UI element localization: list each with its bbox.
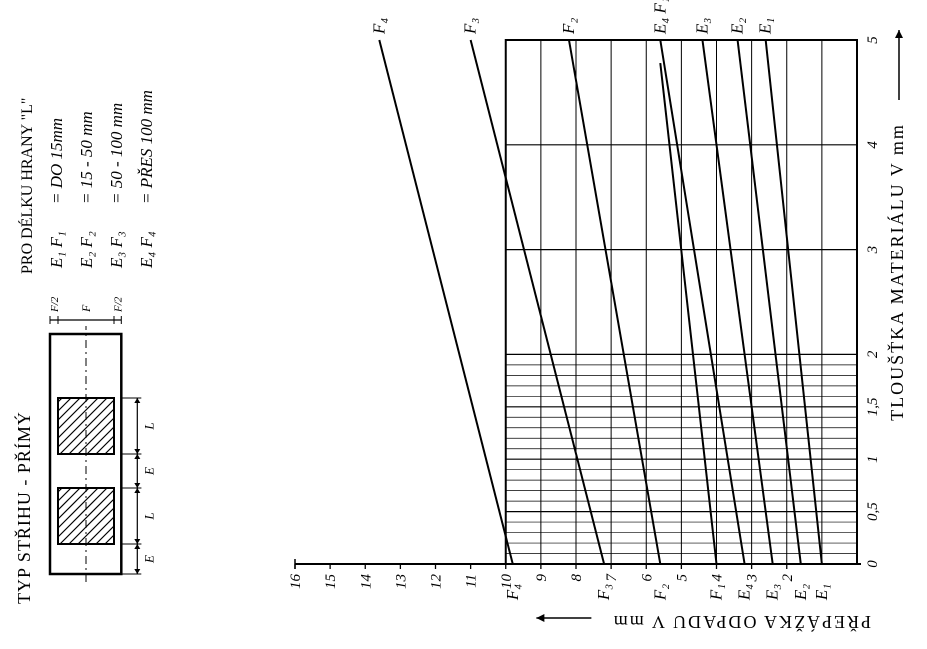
y-tick-label: 12: [429, 574, 445, 590]
series-label-right: E₁: [756, 18, 775, 35]
legend-text: = 50 - 100 mm: [107, 103, 126, 204]
y-tick-label: 5: [674, 574, 690, 582]
y-tick-label: 11: [464, 574, 480, 588]
y-tick-label: 15: [323, 574, 339, 590]
svg-text:E: E: [141, 467, 156, 476]
series-label-right: E₃: [692, 18, 711, 35]
y-tick-label: 9: [534, 574, 550, 582]
x-tick-label: 0,5: [865, 502, 881, 521]
legend-symbol: E₃ F₃: [107, 231, 126, 269]
y-tick-label: 7: [604, 573, 620, 582]
series-label-left: E₄: [735, 584, 754, 601]
series-label-left: E₃: [763, 584, 782, 601]
series-F4: [379, 40, 512, 564]
svg-text:F/2: F/2: [49, 296, 61, 313]
series-label-left: E₁: [812, 584, 831, 601]
nomogram-figure: 00,511,523452345678910111213141516TLOUŠŤ…: [0, 0, 927, 649]
y-tick-label: 6: [639, 574, 655, 582]
y-tick-label: 8: [569, 574, 585, 582]
x-tick-label: 3: [865, 246, 881, 255]
series-label-right: E₄ F₁: [650, 0, 669, 35]
series-label-right: F₄: [369, 18, 388, 35]
series-label-right: F₂: [559, 18, 578, 35]
series-F3: [471, 40, 604, 564]
legend-text: = 15 - 50 mm: [77, 111, 96, 204]
x-tick-label: 0: [865, 560, 881, 568]
series-label-right: F₃: [461, 18, 480, 35]
series-label-left: F₁: [707, 584, 726, 601]
x-tick-label: 2: [865, 350, 881, 358]
y-tick-label: 14: [358, 574, 374, 590]
series-E4: [660, 40, 744, 564]
svg-text:E: E: [141, 555, 156, 564]
series-E3: [702, 40, 772, 564]
legend-text: = PŘES 100 mm: [137, 90, 156, 204]
series-F1: [660, 63, 716, 564]
legend-text: = DO 15mm: [47, 118, 66, 204]
x-tick-label: 5: [865, 36, 881, 44]
series-E2: [738, 40, 801, 564]
legend-symbol: E₄ F₄: [137, 231, 156, 269]
series-label-left: F₂: [650, 584, 669, 601]
series-E1: [766, 40, 822, 564]
x-tick-label: 1,5: [865, 397, 881, 416]
svg-text:F/2: F/2: [113, 296, 125, 313]
x-axis-title: TLOUŠŤKA MATERIÁLU V mm: [886, 123, 907, 421]
y-tick-label: 16: [288, 574, 304, 590]
y-tick-label: 3: [745, 574, 761, 583]
svg-text:L: L: [141, 422, 156, 430]
y-tick-label: 13: [393, 574, 409, 589]
legend-title: PRO DÉLKU HRANY "L": [17, 98, 36, 274]
x-tick-label: 4: [865, 141, 881, 149]
legend-symbol: E₁ F₁: [47, 231, 66, 269]
y-tick-label: 2: [780, 574, 796, 582]
y-axis-title: PŘEPÁŽKA ODPADU V mm: [612, 612, 871, 633]
series-label-left: F₃: [594, 584, 613, 601]
figure-title: TYP STŘIHU - PŘÍMÝ: [13, 411, 34, 604]
series-label-left: E₂: [791, 584, 810, 601]
series-label-left: F₄: [503, 584, 522, 601]
cut-diagram: E L E L F/2 F F/2: [49, 296, 156, 582]
legend-symbol: E₂ F₂: [77, 231, 96, 269]
svg-text:F: F: [79, 304, 93, 313]
series-label-right: E₂: [728, 18, 747, 35]
y-tick-label: 4: [710, 574, 726, 582]
x-tick-label: 1: [865, 455, 881, 463]
svg-text:L: L: [141, 512, 156, 520]
